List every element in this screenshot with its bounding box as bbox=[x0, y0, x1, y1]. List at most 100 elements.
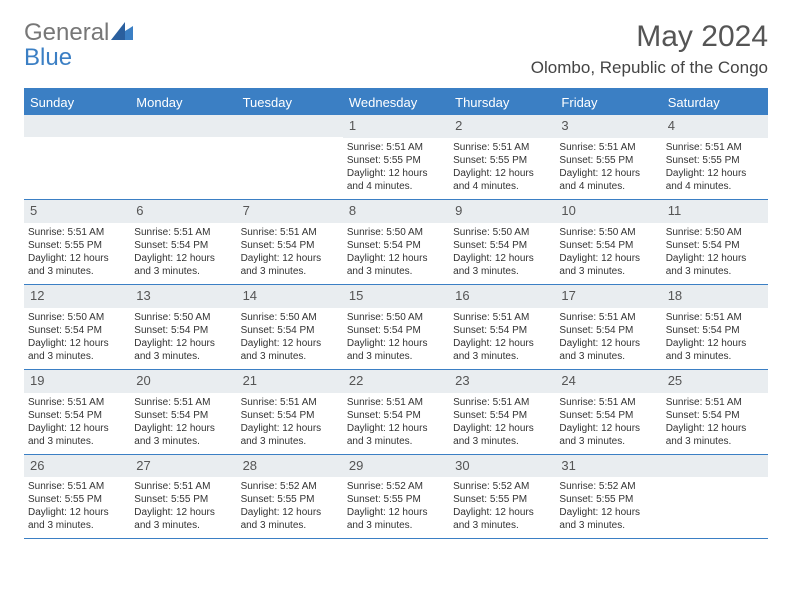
calendar-day: 20Sunrise: 5:51 AMSunset: 5:54 PMDayligh… bbox=[130, 370, 236, 454]
sunrise-line: Sunrise: 5:51 AM bbox=[453, 311, 551, 324]
day-number: 30 bbox=[449, 455, 555, 478]
day-number: 24 bbox=[555, 370, 661, 393]
sunrise-line: Sunrise: 5:50 AM bbox=[241, 311, 339, 324]
daylight-line: Daylight: 12 hours and 3 minutes. bbox=[453, 252, 551, 278]
sunset-line: Sunset: 5:55 PM bbox=[28, 239, 126, 252]
sunrise-line: Sunrise: 5:51 AM bbox=[241, 396, 339, 409]
calendar-day: 25Sunrise: 5:51 AMSunset: 5:54 PMDayligh… bbox=[662, 370, 768, 454]
daylight-line: Daylight: 12 hours and 3 minutes. bbox=[666, 337, 764, 363]
day-number: 25 bbox=[662, 370, 768, 393]
day-number: 3 bbox=[555, 115, 661, 138]
calendar-week: 1Sunrise: 5:51 AMSunset: 5:55 PMDaylight… bbox=[24, 115, 768, 200]
daylight-line: Daylight: 12 hours and 3 minutes. bbox=[453, 337, 551, 363]
sunrise-line: Sunrise: 5:51 AM bbox=[28, 226, 126, 239]
daylight-line: Daylight: 12 hours and 3 minutes. bbox=[453, 422, 551, 448]
sunrise-line: Sunrise: 5:51 AM bbox=[666, 396, 764, 409]
calendar-day: 15Sunrise: 5:50 AMSunset: 5:54 PMDayligh… bbox=[343, 285, 449, 369]
calendar-day: 22Sunrise: 5:51 AMSunset: 5:54 PMDayligh… bbox=[343, 370, 449, 454]
sunrise-line: Sunrise: 5:52 AM bbox=[347, 480, 445, 493]
day-number-empty bbox=[237, 115, 343, 137]
sunset-line: Sunset: 5:54 PM bbox=[347, 239, 445, 252]
daylight-line: Daylight: 12 hours and 3 minutes. bbox=[559, 422, 657, 448]
sunset-line: Sunset: 5:55 PM bbox=[241, 493, 339, 506]
calendar-day bbox=[662, 455, 768, 539]
calendar-day: 29Sunrise: 5:52 AMSunset: 5:55 PMDayligh… bbox=[343, 455, 449, 539]
weekday-header: Thursday bbox=[449, 90, 555, 115]
calendar-day: 8Sunrise: 5:50 AMSunset: 5:54 PMDaylight… bbox=[343, 200, 449, 284]
daylight-line: Daylight: 12 hours and 3 minutes. bbox=[347, 337, 445, 363]
sunset-line: Sunset: 5:54 PM bbox=[453, 239, 551, 252]
day-number: 14 bbox=[237, 285, 343, 308]
day-number: 1 bbox=[343, 115, 449, 138]
day-number: 12 bbox=[24, 285, 130, 308]
sunset-line: Sunset: 5:55 PM bbox=[134, 493, 232, 506]
sunset-line: Sunset: 5:54 PM bbox=[559, 239, 657, 252]
day-number: 26 bbox=[24, 455, 130, 478]
weekday-header: Sunday bbox=[24, 90, 130, 115]
sunset-line: Sunset: 5:54 PM bbox=[134, 239, 232, 252]
daylight-line: Daylight: 12 hours and 3 minutes. bbox=[134, 337, 232, 363]
sunset-line: Sunset: 5:55 PM bbox=[347, 493, 445, 506]
daylight-line: Daylight: 12 hours and 4 minutes. bbox=[453, 167, 551, 193]
month-title: May 2024 bbox=[531, 20, 768, 54]
calendar-day: 27Sunrise: 5:51 AMSunset: 5:55 PMDayligh… bbox=[130, 455, 236, 539]
daylight-line: Daylight: 12 hours and 3 minutes. bbox=[666, 422, 764, 448]
day-number: 4 bbox=[662, 115, 768, 138]
daylight-line: Daylight: 12 hours and 3 minutes. bbox=[559, 506, 657, 532]
weekday-header: Friday bbox=[555, 90, 661, 115]
sunrise-line: Sunrise: 5:50 AM bbox=[666, 226, 764, 239]
day-number: 16 bbox=[449, 285, 555, 308]
daylight-line: Daylight: 12 hours and 3 minutes. bbox=[347, 506, 445, 532]
calendar-week: 12Sunrise: 5:50 AMSunset: 5:54 PMDayligh… bbox=[24, 285, 768, 370]
calendar-day: 10Sunrise: 5:50 AMSunset: 5:54 PMDayligh… bbox=[555, 200, 661, 284]
day-number-empty bbox=[130, 115, 236, 137]
sunrise-line: Sunrise: 5:50 AM bbox=[347, 226, 445, 239]
sunrise-line: Sunrise: 5:51 AM bbox=[134, 396, 232, 409]
day-number: 2 bbox=[449, 115, 555, 138]
day-number: 7 bbox=[237, 200, 343, 223]
calendar-week: 19Sunrise: 5:51 AMSunset: 5:54 PMDayligh… bbox=[24, 370, 768, 455]
calendar-week: 26Sunrise: 5:51 AMSunset: 5:55 PMDayligh… bbox=[24, 455, 768, 540]
sunset-line: Sunset: 5:54 PM bbox=[241, 239, 339, 252]
sunset-line: Sunset: 5:54 PM bbox=[241, 409, 339, 422]
daylight-line: Daylight: 12 hours and 4 minutes. bbox=[559, 167, 657, 193]
sunrise-line: Sunrise: 5:51 AM bbox=[559, 311, 657, 324]
day-number: 8 bbox=[343, 200, 449, 223]
calendar-day: 18Sunrise: 5:51 AMSunset: 5:54 PMDayligh… bbox=[662, 285, 768, 369]
sunset-line: Sunset: 5:54 PM bbox=[134, 324, 232, 337]
sunset-line: Sunset: 5:54 PM bbox=[347, 409, 445, 422]
day-number: 21 bbox=[237, 370, 343, 393]
sunrise-line: Sunrise: 5:51 AM bbox=[453, 396, 551, 409]
day-number: 31 bbox=[555, 455, 661, 478]
sunrise-line: Sunrise: 5:51 AM bbox=[347, 396, 445, 409]
calendar-day: 5Sunrise: 5:51 AMSunset: 5:55 PMDaylight… bbox=[24, 200, 130, 284]
daylight-line: Daylight: 12 hours and 3 minutes. bbox=[453, 506, 551, 532]
sunset-line: Sunset: 5:54 PM bbox=[559, 409, 657, 422]
daylight-line: Daylight: 12 hours and 3 minutes. bbox=[134, 506, 232, 532]
sunrise-line: Sunrise: 5:52 AM bbox=[559, 480, 657, 493]
calendar-day bbox=[24, 115, 130, 199]
daylight-line: Daylight: 12 hours and 3 minutes. bbox=[134, 252, 232, 278]
sunset-line: Sunset: 5:55 PM bbox=[559, 493, 657, 506]
daylight-line: Daylight: 12 hours and 4 minutes. bbox=[347, 167, 445, 193]
weekday-header: Monday bbox=[130, 90, 236, 115]
sunset-line: Sunset: 5:54 PM bbox=[28, 409, 126, 422]
sunset-line: Sunset: 5:54 PM bbox=[241, 324, 339, 337]
day-number: 6 bbox=[130, 200, 236, 223]
day-number: 15 bbox=[343, 285, 449, 308]
daylight-line: Daylight: 12 hours and 3 minutes. bbox=[28, 506, 126, 532]
calendar-day bbox=[130, 115, 236, 199]
calendar-day bbox=[237, 115, 343, 199]
logo-text-general: General bbox=[24, 19, 109, 46]
title-block: May 2024 Olombo, Republic of the Congo bbox=[531, 20, 768, 78]
calendar-day: 4Sunrise: 5:51 AMSunset: 5:55 PMDaylight… bbox=[662, 115, 768, 199]
calendar-day: 30Sunrise: 5:52 AMSunset: 5:55 PMDayligh… bbox=[449, 455, 555, 539]
daylight-line: Daylight: 12 hours and 3 minutes. bbox=[347, 422, 445, 448]
sunset-line: Sunset: 5:55 PM bbox=[666, 154, 764, 167]
calendar-day: 21Sunrise: 5:51 AMSunset: 5:54 PMDayligh… bbox=[237, 370, 343, 454]
sunrise-line: Sunrise: 5:50 AM bbox=[347, 311, 445, 324]
calendar-day: 1Sunrise: 5:51 AMSunset: 5:55 PMDaylight… bbox=[343, 115, 449, 199]
weekday-header: Wednesday bbox=[343, 90, 449, 115]
sunrise-line: Sunrise: 5:50 AM bbox=[559, 226, 657, 239]
calendar-body: 1Sunrise: 5:51 AMSunset: 5:55 PMDaylight… bbox=[24, 115, 768, 539]
